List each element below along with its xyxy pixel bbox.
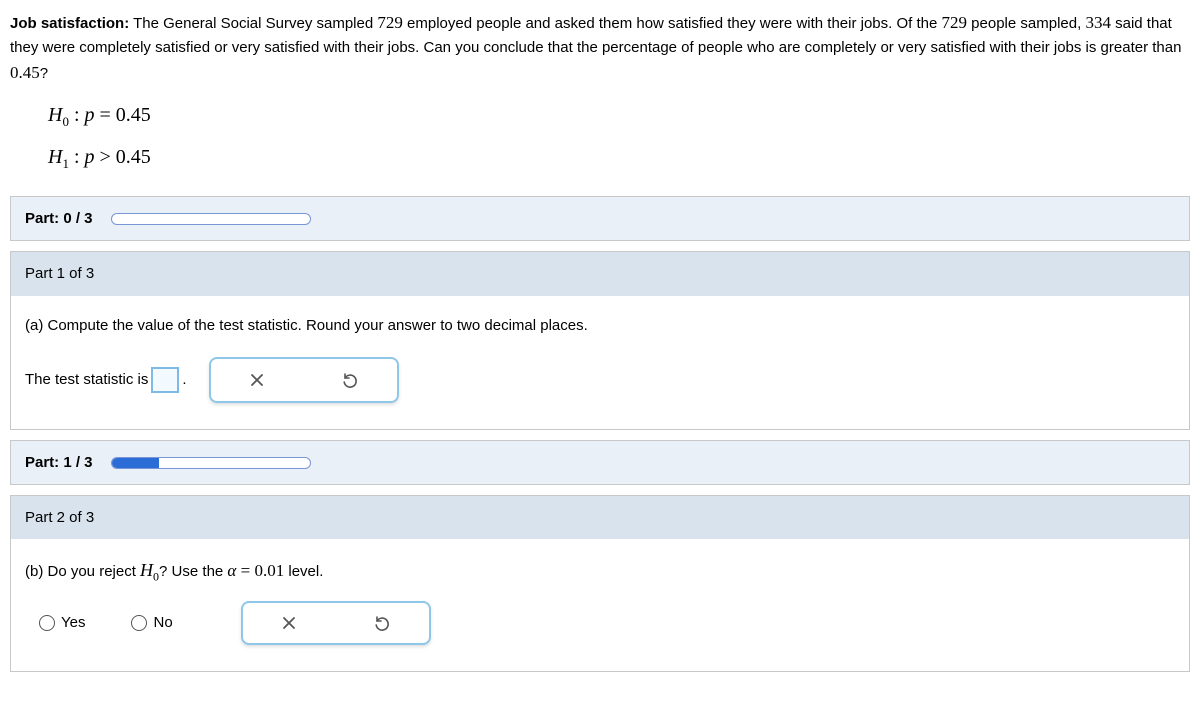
- action-box-1: [209, 357, 399, 403]
- radio-yes-label: Yes: [61, 611, 85, 634]
- radio-no-label: No: [153, 611, 172, 634]
- test-statistic-input[interactable]: [151, 367, 179, 393]
- reset-button-1[interactable]: [338, 368, 362, 392]
- hypotheses-block: H0 : p = 0.45 H1 : p > 0.45: [48, 100, 1190, 174]
- progress-fill-1: [112, 458, 160, 468]
- radio-circle-icon: [131, 615, 147, 631]
- radio-yes[interactable]: Yes: [39, 611, 85, 634]
- close-icon: [281, 615, 297, 631]
- progress-header-1: Part: 1 / 3: [11, 441, 1189, 484]
- part-1-header: Part 1 of 3: [11, 252, 1189, 295]
- progress-bar-1: [111, 457, 311, 469]
- part-2-prompt: (b) Do you reject H0? Use the α = 0.01 l…: [25, 557, 1175, 586]
- close-icon: [249, 372, 265, 388]
- progress-header-0: Part: 0 / 3: [11, 197, 1189, 240]
- progress-label-1: Part: 1 / 3: [25, 451, 93, 474]
- problem-statement: Job satisfaction: The General Social Sur…: [10, 10, 1190, 86]
- alt-hypothesis: H1 : p > 0.45: [48, 142, 1190, 174]
- part-1-body: (a) Compute the value of the test statis…: [11, 296, 1189, 429]
- undo-icon: [341, 371, 359, 389]
- test-statistic-label: The test statistic is: [25, 368, 148, 391]
- clear-button-2[interactable]: [277, 611, 301, 635]
- progress-label-0: Part: 0 / 3: [25, 207, 93, 230]
- progress-bar-0: [111, 213, 311, 225]
- progress-section-1: Part: 1 / 3: [10, 440, 1190, 485]
- action-box-2: [241, 601, 431, 645]
- clear-button-1[interactable]: [245, 368, 269, 392]
- radio-circle-icon: [39, 615, 55, 631]
- part-1-prompt: (a) Compute the value of the test statis…: [25, 314, 1175, 337]
- problem-lead: Job satisfaction:: [10, 15, 129, 32]
- radio-row: Yes No: [39, 601, 1175, 645]
- test-statistic-period: .: [182, 368, 186, 391]
- null-hypothesis: H0 : p = 0.45: [48, 100, 1190, 132]
- part-1-section: Part 1 of 3 (a) Compute the value of the…: [10, 251, 1190, 430]
- undo-icon: [373, 614, 391, 632]
- radio-no[interactable]: No: [131, 611, 172, 634]
- part-2-header: Part 2 of 3: [11, 496, 1189, 539]
- part-2-body: (b) Do you reject H0? Use the α = 0.01 l…: [11, 539, 1189, 670]
- reset-button-2[interactable]: [370, 611, 394, 635]
- part-2-section: Part 2 of 3 (b) Do you reject H0? Use th…: [10, 495, 1190, 671]
- progress-section-0: Part: 0 / 3: [10, 196, 1190, 241]
